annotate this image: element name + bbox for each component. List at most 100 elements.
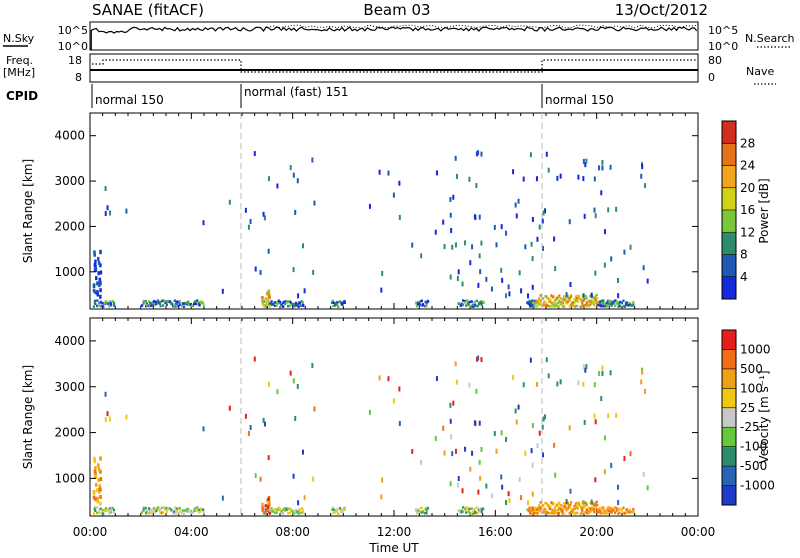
power-data-point [261, 299, 264, 303]
power-data-point [254, 266, 257, 272]
velocity-data-point [550, 511, 553, 515]
power-data-point [629, 244, 632, 250]
velocity-data-point [556, 503, 559, 506]
velocity-data-point [94, 466, 97, 471]
power-data-point [559, 173, 562, 179]
velocity-data-point [449, 481, 452, 487]
velocity-data-point [96, 506, 99, 509]
velocity-data-point [559, 510, 562, 513]
colorbar-tick-label: 25 [740, 401, 755, 415]
power-data-point [533, 301, 537, 305]
power-data-point [606, 300, 610, 303]
power-data-point [475, 183, 478, 189]
power-data-point [173, 299, 176, 302]
power-data-point [477, 302, 481, 306]
velocity-data-point [101, 509, 105, 512]
velocity-data-point [457, 509, 460, 512]
power-data-point [575, 294, 578, 298]
velocity-data-point [378, 375, 381, 381]
velocity-data-point [535, 506, 538, 510]
power-data-point [579, 305, 582, 309]
power-data-point [554, 266, 557, 272]
power-data-point [571, 304, 574, 308]
power-data-point [313, 200, 316, 206]
power-data-point [147, 304, 150, 307]
power-data-point [609, 164, 612, 170]
power-data-point [280, 303, 283, 306]
power-data-point [282, 301, 285, 304]
power-data-point [576, 300, 579, 303]
power-data-point [193, 300, 197, 303]
velocity-data-point [600, 396, 603, 402]
power-data-point [273, 301, 276, 304]
velocity-data-point [398, 386, 401, 392]
velocity-data-point [517, 404, 520, 410]
velocity-data-point [609, 370, 612, 376]
velocity-data-point [582, 364, 585, 370]
power-data-point [597, 300, 600, 304]
velocity-data-point [267, 497, 270, 501]
power-data-point [97, 304, 100, 307]
velocity-data-point [574, 505, 578, 509]
velocity-data-point [480, 357, 483, 363]
power-data-point [343, 299, 346, 303]
velocity-data-point [575, 511, 579, 515]
velocity-data-point [301, 510, 305, 514]
power-data-point [586, 301, 589, 305]
velocity-data-point [500, 474, 503, 480]
power-data-point [582, 304, 585, 307]
colorbar-swatch [722, 466, 736, 487]
power-data-point [300, 300, 303, 303]
power-data-point [480, 151, 483, 157]
power-data-point [614, 299, 617, 302]
power-data-point [568, 305, 571, 308]
velocity-data-point [449, 402, 452, 408]
velocity-data-point [566, 501, 570, 505]
power-data-point [92, 288, 96, 293]
velocity-data-point [470, 507, 473, 510]
velocity-data-point [531, 423, 534, 429]
velocity-data-point [466, 506, 469, 509]
power-data-point [603, 262, 606, 268]
velocity-data-point [479, 475, 482, 481]
power-data-point [530, 241, 533, 247]
velocity-data-point [415, 508, 418, 511]
colorbar-tick-label: -1000 [740, 479, 775, 493]
velocity-data-point [261, 506, 264, 510]
power-data-point [566, 294, 570, 298]
power-data-point [156, 299, 160, 302]
velocity-data-point [96, 496, 99, 501]
power-data-point [531, 301, 535, 304]
colorbar-tick-label: 28 [740, 136, 755, 150]
freq-panel: Freq. [MHz] 18 8 80 0 Nave [3, 53, 776, 85]
velocity-data-point [567, 503, 570, 506]
power-data-point [368, 203, 371, 209]
power-data-point [188, 302, 191, 306]
colorbar-tick-label: 100 [740, 381, 763, 395]
velocity-data-point [99, 456, 102, 461]
power-data-point [421, 303, 425, 306]
power-data-point [605, 304, 608, 308]
velocity-data-point [417, 509, 420, 513]
power-data-point [480, 240, 483, 246]
velocity-data-point [632, 507, 635, 511]
power-data-point [569, 295, 573, 298]
velocity-data-point [98, 489, 101, 494]
power-data-point [474, 304, 477, 308]
velocity-data-point [642, 471, 645, 477]
velocity-data-point [183, 509, 186, 512]
velocity-data-point [473, 508, 476, 511]
power-data-point [398, 214, 401, 220]
colorbar-tick-label: 500 [740, 362, 763, 376]
power-data-point [593, 303, 596, 307]
nsky-line [90, 26, 698, 50]
velocity-data-point [589, 501, 592, 505]
power-data-point [544, 301, 547, 304]
velocity-data-point [285, 508, 288, 512]
power-data-point [303, 288, 306, 294]
velocity-data-point [110, 510, 113, 514]
power-data-point [387, 170, 390, 176]
power-data-point [595, 293, 598, 297]
power-data-point [424, 304, 427, 308]
velocity-data-point [301, 449, 304, 455]
